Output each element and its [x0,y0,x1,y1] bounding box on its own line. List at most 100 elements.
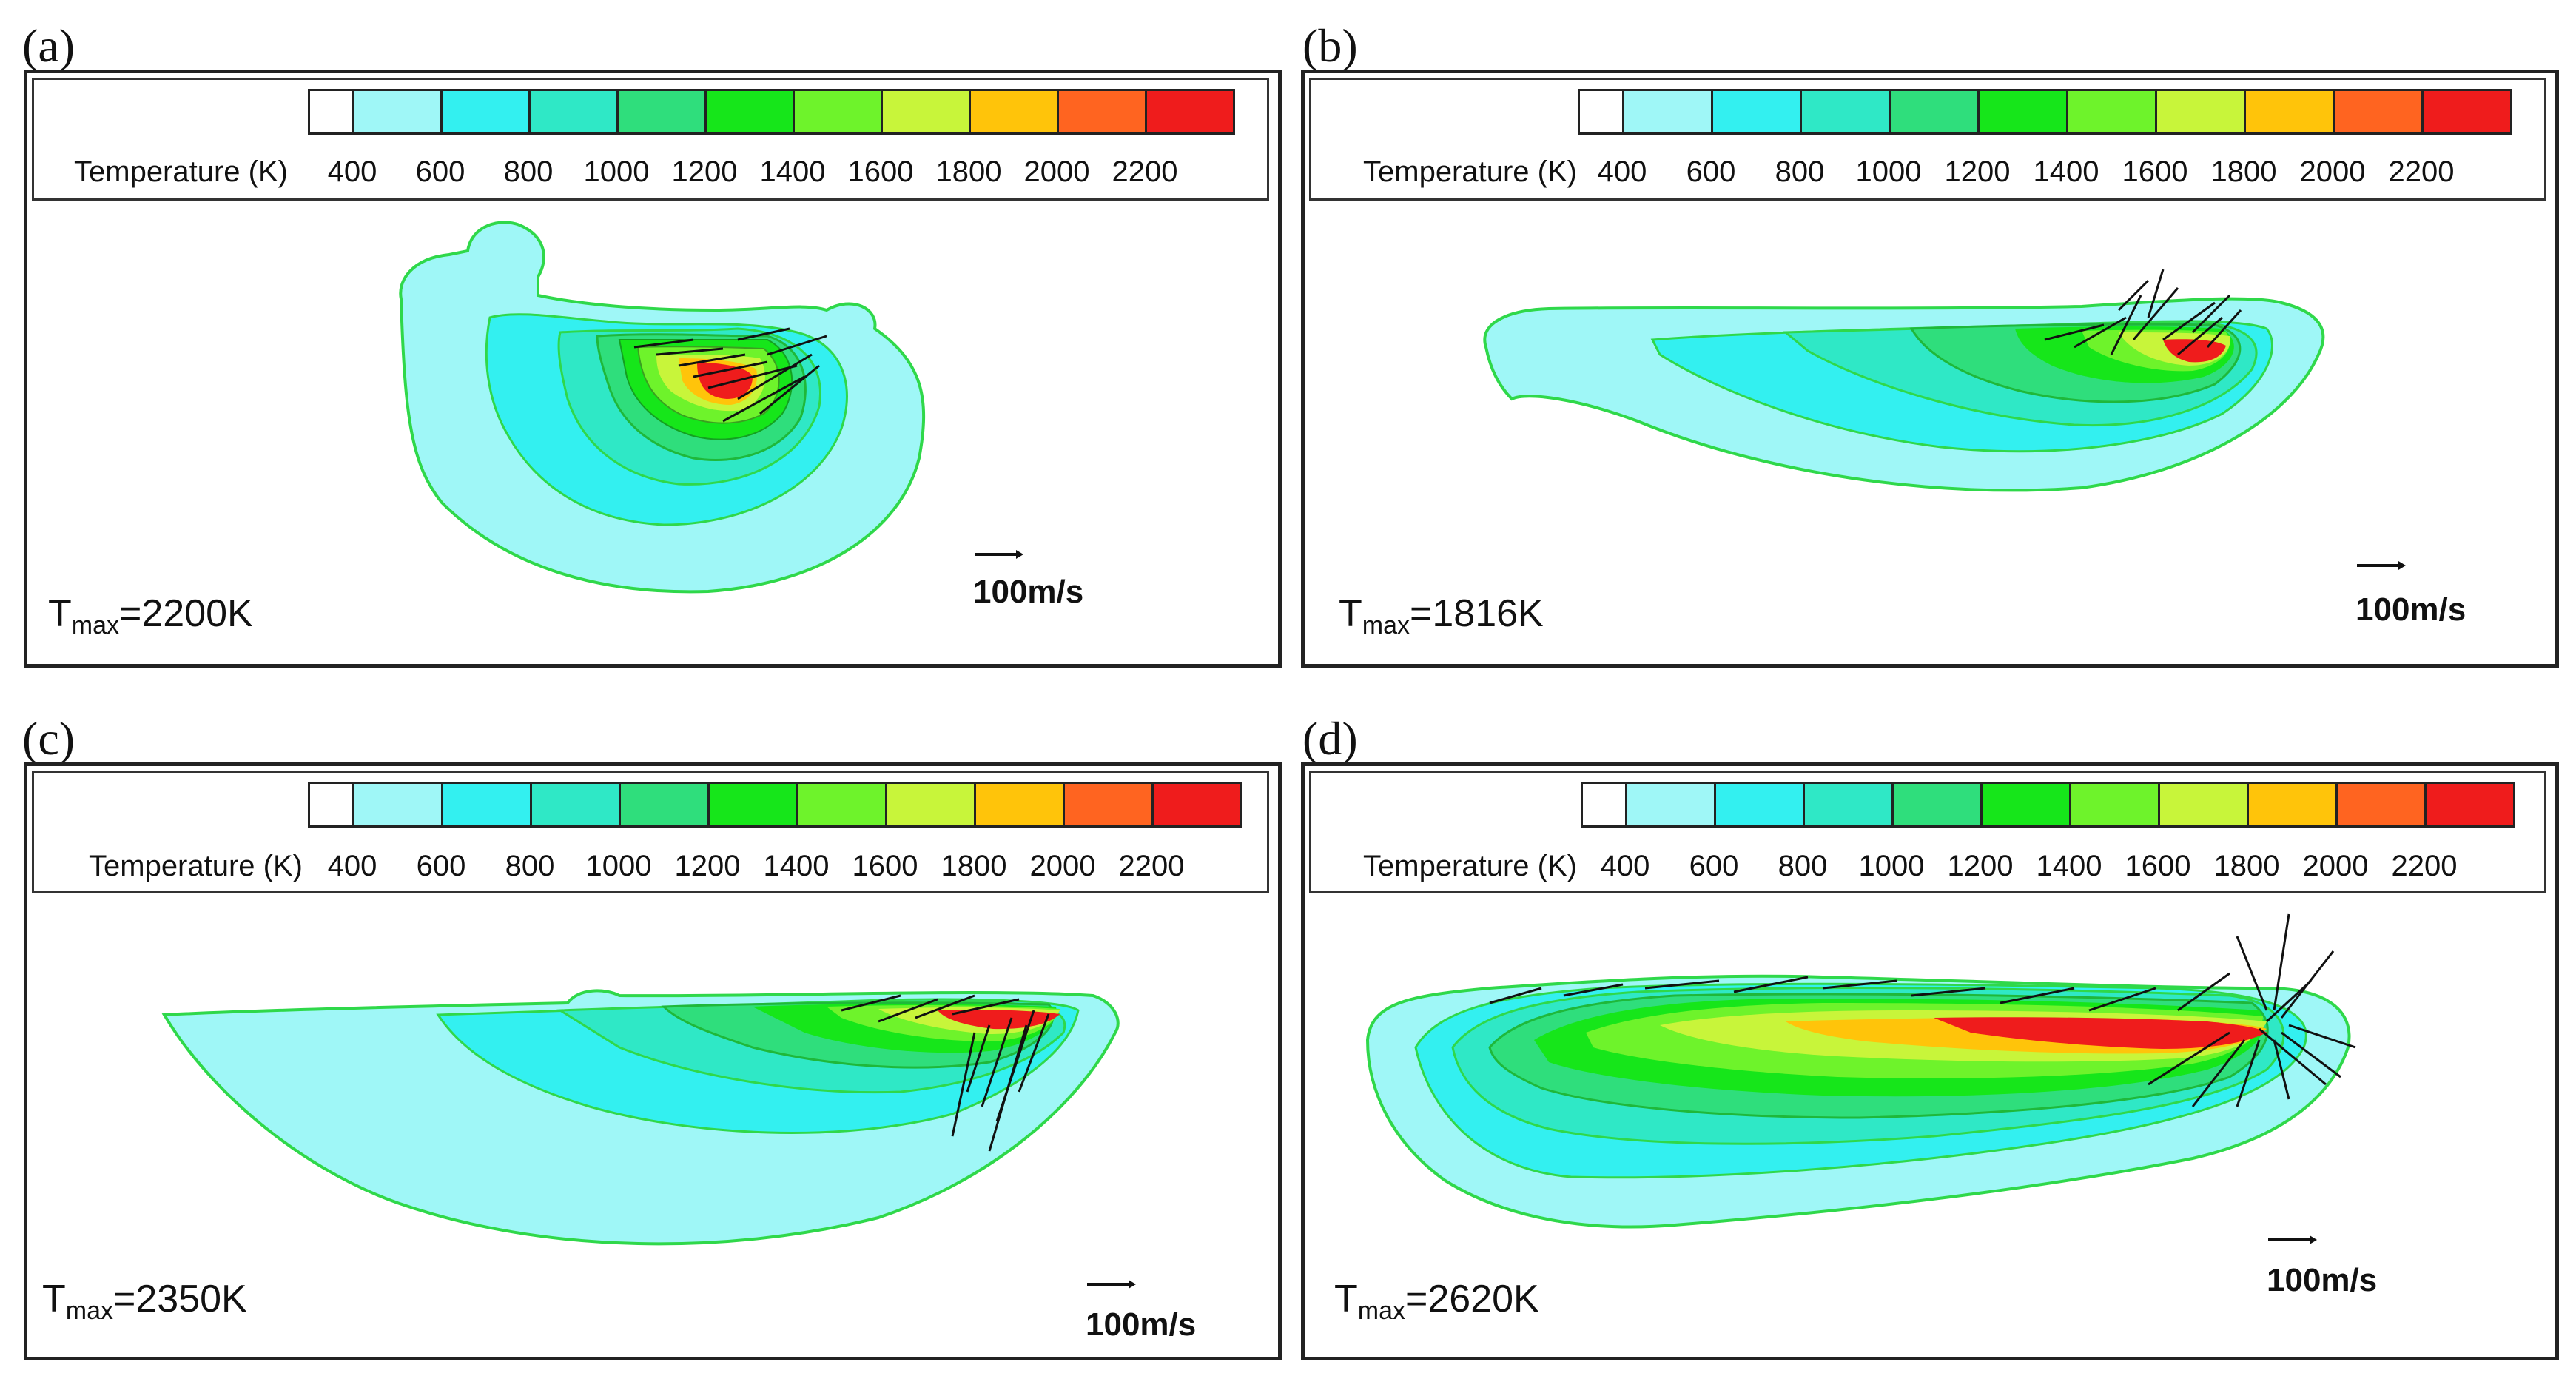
legend-swatch [1063,782,1154,828]
legend-tick-label: 2200 [2388,155,2455,188]
legend-swatch [1151,782,1242,828]
scale-label-b: 100m/s [2355,591,2466,628]
legend-swatch [2155,89,2246,135]
legend-tick-label: 800 [505,850,555,882]
legend-tick-label: 2000 [2302,850,2369,882]
legend-tick-label: 1800 [935,155,1002,188]
legend-tick-label: 1600 [2125,850,2191,882]
legend-swatch [440,89,531,135]
legend-swatch [793,89,883,135]
legend-tick-label: 800 [503,155,554,188]
legend-swatch [2335,782,2427,828]
panel-c-letter: (c) [22,712,75,765]
legend-swatch [969,89,1059,135]
panel-a-letter: (a) [22,19,75,72]
scale-arrow-a [975,550,1023,559]
legend-tick-label: 1400 [763,850,830,882]
legend-tick-label: 1200 [674,850,741,882]
scale-label-d: 100m/s [2267,1262,2378,1298]
legend-tick-label: 800 [1775,155,1825,188]
panel-d: Temperature (K) 400 600 800 1000 1200 1400 160… [1301,762,2559,1360]
legend-tick-label: 400 [327,155,377,188]
legend-swatch [1889,89,1980,135]
legend-swatch [1711,89,1802,135]
legend-swatch [1800,89,1891,135]
legend-swatch [619,782,710,828]
legend-tick-label: 1000 [583,155,650,188]
tmax-label-c: Tmax=2350K [42,1278,247,1325]
scale-label-c: 100m/s [1086,1306,1197,1343]
legend-swatch [1803,782,1894,828]
melt-pool-contour-a [399,221,926,594]
legend-tick-label: 1000 [1858,850,1925,882]
legend-swatch [528,89,619,135]
temperature-legend: Temperature (K) 400 600 800 1000 1200 1400 160… [32,771,1269,893]
legend-swatch [352,89,443,135]
legend-swatch [1145,89,1235,135]
legend-tick-label: 2200 [2391,850,2458,882]
legend-swatch [2244,89,2335,135]
legend-title: Temperature (K) [74,155,288,188]
scale-arrow-b [2357,561,2406,570]
legend-tick-label: 600 [415,155,465,188]
legend-swatch [1622,89,1713,135]
legend-tick-label: 1400 [2036,850,2102,882]
legend-swatch [441,782,532,828]
legend-swatch [1980,782,2071,828]
tmax-label-d: Tmax=2620K [1334,1278,1539,1325]
legend-swatch [2158,782,2249,828]
melt-pool-b [1483,269,2325,492]
legend-swatch [1578,89,1624,135]
legend-tick-label: 1600 [2122,155,2188,188]
legend-tick-label: 2000 [2299,155,2366,188]
legend-tick-label: 800 [1778,850,1828,882]
legend-swatch [1891,782,1983,828]
legend-swatch [2066,89,2157,135]
legend-tick-label: 1000 [585,850,652,882]
panel-b: Temperature (K) 400 600 800 1000 1200 1400 160… [1301,70,2559,668]
legend-title: Temperature (K) [1363,850,1577,882]
melt-pool-contour-b [1483,269,2325,492]
temperature-legend: Temperature (K) 400 600 800 1000 1200 1400 160… [32,78,1269,201]
melt-pool-d [1365,913,2356,1229]
scale-arrow-c [1087,1280,1136,1289]
tmax-label-b: Tmax=1816K [1339,592,1544,640]
panel-c: Temperature (K) 400 600 800 1000 1200 1400 160… [24,762,1282,1360]
legend-tick-label: 2200 [1118,850,1185,882]
legend-tick-label: 600 [1686,155,1736,188]
temperature-legend: Temperature (K) 400 600 800 1000 1200 1400 160… [1309,78,2546,201]
legend-swatch [885,782,976,828]
legend-tick-label: 600 [1689,850,1739,882]
legend-swatch [2421,89,2512,135]
panel-a: Temperature (K) 400 600 800 1000 1200 1400 160… [24,70,1282,668]
legend-tick-label: 1200 [671,155,738,188]
legend-swatch [308,89,354,135]
legend-tick-label: 1000 [1855,155,1922,188]
legend-swatch [308,782,354,828]
melt-pool-a [399,221,926,594]
panel-b-letter: (b) [1302,19,1358,72]
legend-swatch [616,89,707,135]
legend-tick-label: 600 [416,850,466,882]
legend-swatch [530,782,621,828]
legend-tick-label: 2200 [1112,155,1178,188]
legend-tick-label: 1200 [1947,850,2014,882]
legend-swatch [1625,782,1716,828]
legend-tick-label: 2000 [1029,850,1096,882]
melt-pool-contour-d [1365,913,2356,1229]
legend-tick-label: 1800 [2213,850,2280,882]
legend-swatch [352,782,443,828]
panel-d-letter: (d) [1302,712,1358,765]
legend-tick-label: 400 [327,850,377,882]
temperature-legend: Temperature (K) 400 600 800 1000 1200 1400 160… [1309,771,2546,893]
legend-swatch [2424,782,2515,828]
legend-swatch [704,89,795,135]
legend-tick-label: 1200 [1944,155,2011,188]
legend-tick-label: 1400 [2033,155,2099,188]
legend-tick-label: 1600 [847,155,914,188]
legend-tick-label: 2000 [1023,155,1090,188]
legend-tick-label: 1800 [2210,155,2277,188]
legend-swatch [1057,89,1147,135]
legend-tick-label: 400 [1600,850,1650,882]
melt-pool-contour-c [161,989,1120,1246]
